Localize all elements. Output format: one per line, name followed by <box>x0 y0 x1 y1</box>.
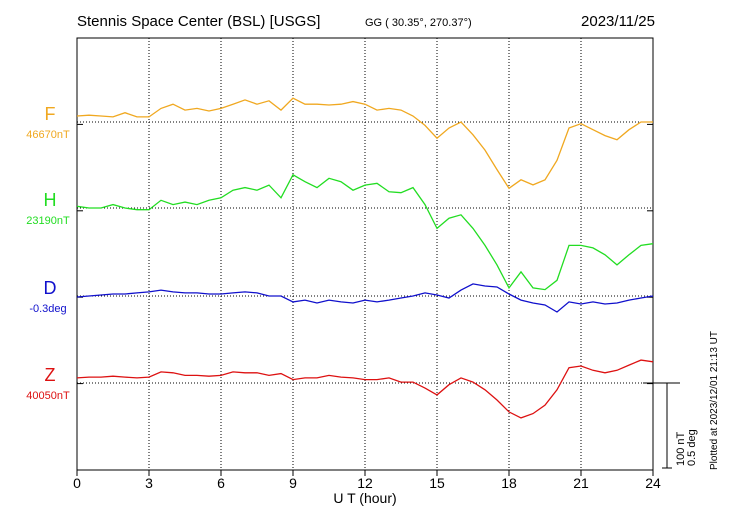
date: 2023/11/25 <box>581 13 655 30</box>
series-name: Z <box>45 365 56 385</box>
trace <box>76 359 654 419</box>
x-tick-label: 3 <box>145 475 153 491</box>
x-tick-label: 15 <box>429 475 445 491</box>
x-tick-label: 18 <box>501 475 517 491</box>
baseline-label: 46670nT <box>26 129 70 141</box>
x-tick-label: 24 <box>645 475 661 491</box>
x-axis-label: U T (hour) <box>333 490 396 506</box>
x-tick-label: 6 <box>217 475 225 491</box>
trace <box>76 97 653 190</box>
baseline-label: 23190nT <box>26 215 70 227</box>
subtitle: GG ( 30.35°, 270.37°) <box>365 17 472 29</box>
scale-bar-label: 0.5 deg <box>686 429 698 466</box>
x-tick-label: 21 <box>573 475 589 491</box>
trace <box>76 173 654 291</box>
series-name: F <box>45 104 56 124</box>
footnote: Plotted at 2023/12/01 21:13 UT <box>709 331 720 470</box>
x-tick-label: 0 <box>73 475 81 491</box>
chart-title: Stennis Space Center (BSL) [USGS] <box>77 13 320 30</box>
trace <box>76 283 654 313</box>
baseline-label: -0.3deg <box>29 303 66 315</box>
series-name: D <box>44 278 57 298</box>
scale-bar-label: 100 nT <box>675 431 687 466</box>
x-tick-label: 9 <box>289 475 297 491</box>
x-tick-label: 12 <box>357 475 373 491</box>
baseline-label: 40050nT <box>26 390 70 402</box>
series-name: H <box>44 190 57 210</box>
